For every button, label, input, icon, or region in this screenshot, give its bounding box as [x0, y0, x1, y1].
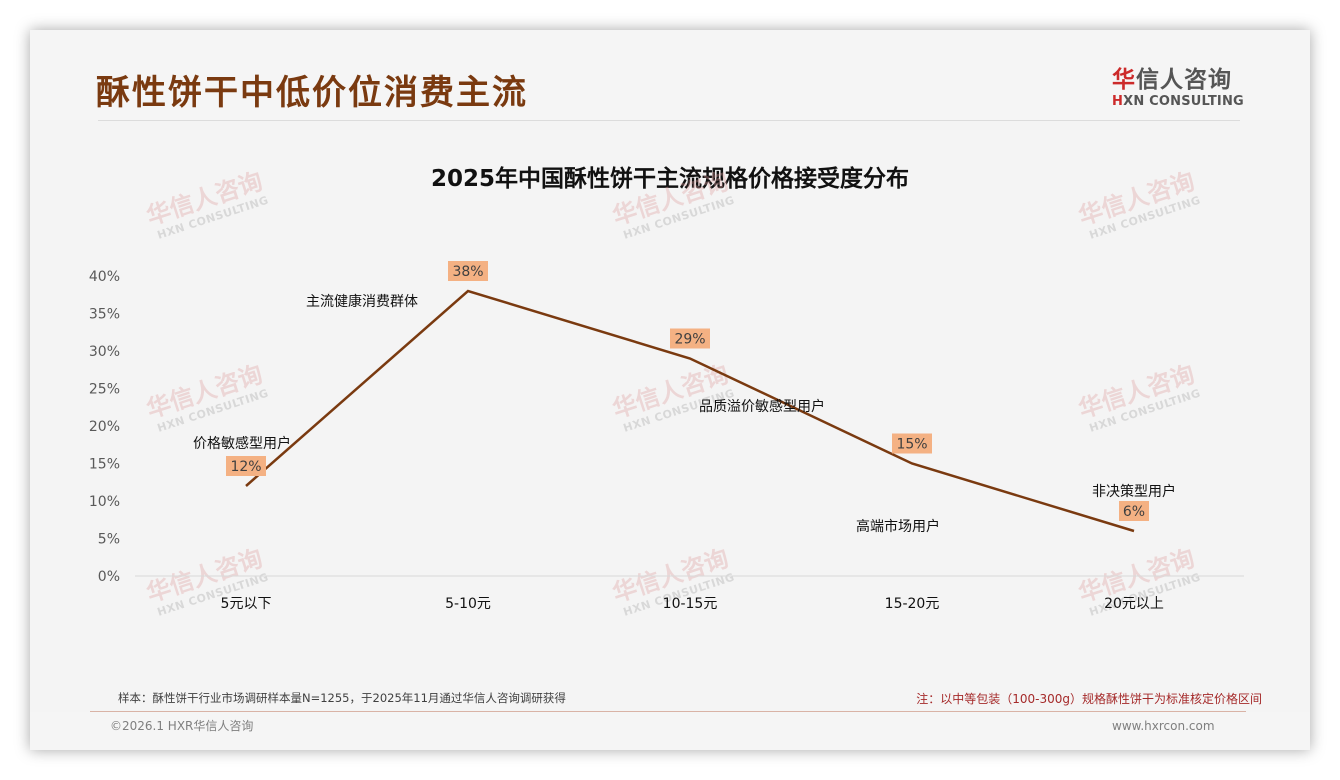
segment-annotation: 价格敏感型用户: [193, 435, 291, 452]
data-label-bg: [1119, 501, 1149, 521]
brand-logo: 华信人咨询 HXN CONSULTING: [1112, 66, 1252, 110]
data-label: 29%: [674, 332, 705, 348]
copyright: ©2026.1 HXR华信人咨询: [110, 719, 254, 733]
data-label-bg: [448, 261, 488, 281]
data-label-bg: [892, 433, 932, 454]
data-label: 38%: [452, 264, 483, 280]
x-tick-label: 20元以上: [1104, 596, 1164, 612]
price-note: 注：以中等包装（100-300g）规格酥性饼干为标准核定价格区间: [916, 692, 1262, 706]
logo-en: HXN CONSULTING: [1112, 94, 1244, 109]
y-tick-label: 25%: [89, 382, 120, 398]
segment-annotation: 高端市场用户: [856, 518, 940, 535]
slide-card: 酥性饼干中低价位消费主流 华信人咨询 HXN CONSULTING 2025年中…: [30, 30, 1310, 750]
segment-annotation: 主流健康消费群体: [306, 293, 418, 310]
data-label-bg: [670, 328, 710, 349]
segment-annotation: 非决策型用户: [1092, 483, 1176, 500]
data-label-bg: [226, 456, 266, 476]
data-line: [245, 289, 1135, 533]
footer-divider: [90, 711, 1246, 712]
y-tick-label: 0%: [98, 569, 120, 585]
x-tick-label: 10-15元: [663, 596, 718, 612]
y-tick-label: 5%: [98, 532, 120, 548]
website-link[interactable]: www.hxrcon.com: [1112, 719, 1215, 733]
x-tick-label: 5元以下: [221, 596, 272, 612]
chart-title: 2025年中国酥性饼干主流规格价格接受度分布: [430, 166, 909, 192]
x-tick-label: 5-10元: [445, 596, 491, 612]
header-band: [30, 30, 1310, 120]
footer-band: [30, 712, 1310, 750]
y-tick-label: 20%: [89, 419, 120, 435]
data-label: 6%: [1123, 504, 1145, 520]
header-divider: [98, 120, 1240, 121]
data-label: 15%: [896, 437, 927, 453]
page-title: 酥性饼干中低价位消费主流: [96, 73, 528, 113]
segment-annotation: 品质溢价敏感型用户: [699, 398, 825, 415]
x-tick-label: 15-20元: [885, 596, 940, 612]
y-tick-label: 15%: [89, 457, 120, 473]
y-tick-label: 35%: [89, 307, 120, 323]
y-tick-label: 40%: [89, 269, 120, 285]
y-tick-label: 10%: [89, 494, 120, 510]
logo-cn: 华信人咨询: [1112, 67, 1232, 93]
sample-note: 样本：酥性饼干行业市场调研样本量N=1255，于2025年11月通过华信人咨询调…: [118, 691, 566, 705]
data-label: 12%: [230, 459, 261, 475]
y-tick-label: 30%: [89, 344, 120, 360]
